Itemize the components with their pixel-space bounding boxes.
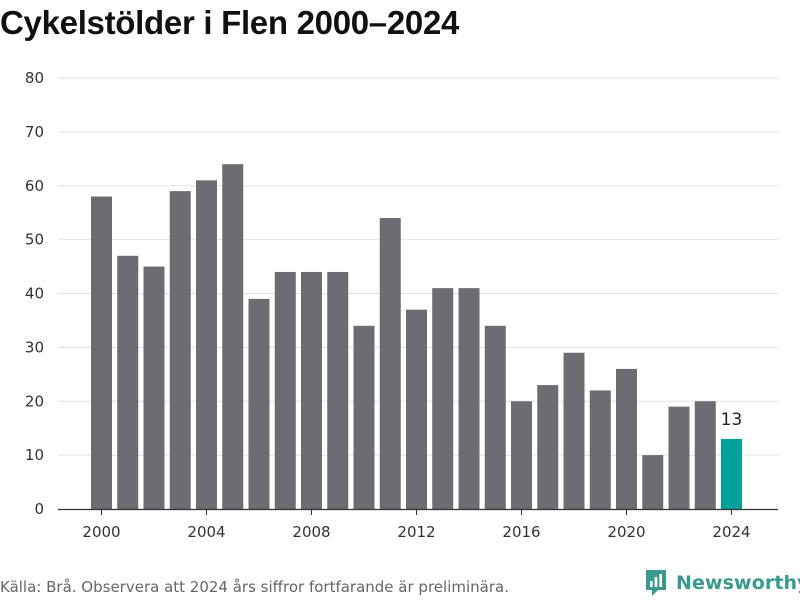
y-tick-label: 70 <box>25 123 44 141</box>
bar-2020 <box>616 368 637 509</box>
y-tick-label: 20 <box>25 392 44 410</box>
bar-2002 <box>143 266 165 509</box>
bar-2005 <box>222 164 244 509</box>
bar-2021 <box>642 455 664 509</box>
x-tick-label: 2024 <box>712 523 750 541</box>
data-label-2024: 13 <box>721 410 743 430</box>
x-tick-label: 2004 <box>187 523 225 541</box>
bar-2003 <box>169 191 191 509</box>
bar-2024 <box>721 438 742 509</box>
x-tick-label: 2000 <box>82 523 120 541</box>
y-axis-tick-labels: 0 10 20 30 40 50 60 70 80 <box>25 69 44 518</box>
bar-2017 <box>537 385 559 509</box>
chart-title: Cykelstölder i Flen 2000–2024 <box>0 4 460 41</box>
bar-2009 <box>327 271 349 509</box>
data-labels: 13 <box>721 410 743 430</box>
y-tick-label: 30 <box>25 338 44 356</box>
x-tick-label: 2012 <box>397 523 435 541</box>
brand-name: Newsworthy <box>676 572 800 594</box>
bar-2006 <box>248 298 270 509</box>
y-tick-label: 0 <box>34 500 44 518</box>
x-tick-label: 2016 <box>502 523 540 541</box>
bar-2001 <box>117 255 139 509</box>
bar-2008 <box>301 271 322 509</box>
x-tick-label: 2020 <box>607 523 645 541</box>
bar-2000 <box>91 196 112 509</box>
bar-2010 <box>353 325 375 509</box>
bar-2015 <box>484 325 506 509</box>
bar-2013 <box>432 288 454 509</box>
bar-2018 <box>563 352 585 509</box>
bars <box>91 164 742 510</box>
bar-2012 <box>406 309 427 509</box>
bar-2016 <box>511 401 532 509</box>
bar-2019 <box>589 390 611 509</box>
bar-2004 <box>196 180 217 510</box>
newsworthy-logo-icon <box>646 570 666 596</box>
y-tick-label: 60 <box>25 177 44 195</box>
y-tick-label: 50 <box>25 231 44 249</box>
source-note: Källa: Brå. Observera att 2024 års siffr… <box>0 578 509 596</box>
x-tick-label: 2008 <box>292 523 330 541</box>
bar-2023 <box>694 401 716 509</box>
bar-2014 <box>458 288 480 509</box>
x-axis-tick-labels: 2000 2004 2008 2012 2016 2020 2024 <box>82 509 751 541</box>
y-tick-label: 40 <box>25 285 44 303</box>
y-tick-label: 80 <box>25 69 44 87</box>
y-tick-label: 10 <box>25 446 44 464</box>
brand-logo: Newsworthy <box>644 568 800 598</box>
bar-2011 <box>379 218 401 509</box>
bar-2007 <box>274 271 296 509</box>
bar-2022 <box>668 406 690 509</box>
